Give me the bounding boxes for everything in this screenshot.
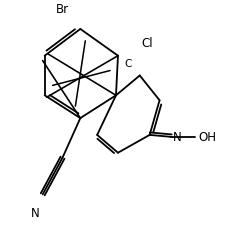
Text: N: N bbox=[172, 131, 181, 144]
Text: Cl: Cl bbox=[142, 37, 153, 50]
Text: OH: OH bbox=[198, 131, 216, 144]
Text: N: N bbox=[30, 206, 39, 219]
Text: C: C bbox=[124, 58, 131, 68]
Text: Br: Br bbox=[56, 3, 69, 16]
